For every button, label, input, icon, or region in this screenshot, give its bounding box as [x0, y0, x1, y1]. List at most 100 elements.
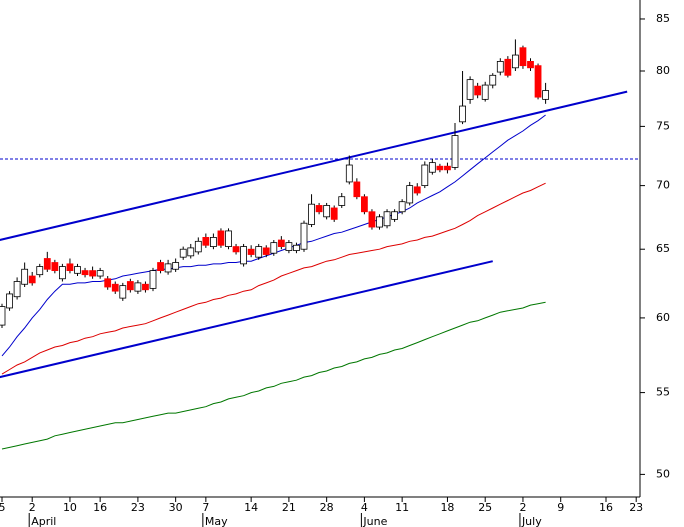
trend-line	[0, 90, 628, 241]
candle-body	[527, 61, 534, 69]
candle-body	[0, 306, 6, 326]
moving-average	[1, 182, 546, 375]
x-tick-label: 2	[29, 501, 36, 514]
candle-body	[240, 246, 248, 265]
x-tick-label: 30	[169, 501, 183, 514]
candle-body	[51, 262, 59, 272]
y-tick-label: 60	[656, 311, 670, 324]
candle-body	[270, 242, 278, 254]
candle-body	[28, 275, 36, 284]
x-tick-label: 2	[519, 501, 526, 514]
x-tick-label: 23	[629, 501, 643, 514]
candle-body	[126, 281, 134, 291]
candle-body	[59, 266, 66, 280]
candle-body	[225, 230, 232, 247]
candle-body	[217, 230, 225, 246]
candle-body	[74, 266, 81, 274]
x-tick-label: 4	[361, 501, 368, 514]
candle-body	[512, 54, 519, 69]
candle-body	[247, 248, 255, 255]
candle-body	[489, 74, 497, 86]
candle-body	[413, 186, 421, 194]
candle-body	[421, 164, 429, 187]
candle-body	[179, 248, 187, 258]
moving-average	[1, 114, 546, 357]
candle-body	[504, 58, 512, 76]
y-tick-label: 55	[656, 386, 670, 399]
candle-body	[444, 165, 451, 171]
candle-body	[360, 196, 368, 213]
candle-body	[13, 281, 21, 298]
candle-body	[43, 258, 51, 270]
x-tick-label: 21	[282, 501, 296, 514]
plot	[0, 39, 640, 450]
candle-body	[534, 65, 542, 98]
candle-body	[96, 270, 104, 277]
y-tick-label: 70	[656, 179, 670, 192]
candle-body	[376, 216, 383, 228]
candle-body	[315, 205, 323, 213]
x-tick-label: 7	[202, 501, 209, 514]
x-tick-label: 10	[63, 501, 77, 514]
trend-line	[0, 260, 493, 379]
candle-body	[300, 222, 308, 250]
x-tick-label: 14	[244, 501, 258, 514]
candle-body	[474, 85, 482, 96]
candle-body	[142, 283, 149, 291]
month-label: June	[362, 515, 387, 527]
candle-body	[368, 211, 376, 228]
candle-body	[21, 268, 29, 285]
month-label: April	[31, 515, 56, 527]
candle-body	[481, 84, 489, 100]
candle-body	[345, 164, 353, 183]
candle-body	[308, 203, 315, 225]
candle-body	[428, 162, 436, 173]
candle-body	[134, 282, 142, 292]
x-tick-label: 9	[557, 501, 564, 514]
x-tick-label: 11	[395, 501, 409, 514]
x-tick-label: 28	[320, 501, 334, 514]
x-tick-label: 16	[599, 501, 613, 514]
candle-body	[353, 181, 361, 198]
candle-body	[466, 79, 474, 100]
candle-body	[436, 165, 444, 171]
candle-body	[164, 263, 172, 273]
candle-body	[172, 262, 180, 270]
candle-body	[66, 263, 74, 272]
x-tick-label: 25	[478, 501, 492, 514]
candle-body	[496, 61, 504, 73]
candle-body	[194, 240, 202, 253]
candle-body	[119, 285, 127, 299]
candle-body	[187, 247, 195, 257]
candle-body	[262, 247, 270, 255]
candle-body	[232, 246, 240, 253]
candle-body	[149, 270, 157, 289]
candle-body	[111, 283, 119, 292]
candle-body	[406, 185, 414, 204]
candle-body	[398, 201, 406, 213]
candle-body	[391, 211, 399, 220]
month-label: May	[205, 515, 228, 527]
candle-body	[6, 293, 13, 309]
candle-body	[81, 270, 89, 276]
candle-body	[451, 135, 459, 168]
candle-body	[542, 90, 549, 100]
candle-body	[383, 211, 391, 227]
month-label: July	[521, 515, 542, 527]
x-tick-label: 18	[440, 501, 454, 514]
moving-average	[1, 301, 546, 450]
candle-body	[36, 266, 44, 276]
candle-body	[209, 237, 217, 247]
candle-body	[338, 196, 346, 206]
candle-body	[157, 262, 164, 272]
y-tick-label: 80	[656, 64, 670, 77]
candle-body	[255, 246, 263, 258]
y-tick-label: 65	[656, 242, 670, 255]
candle-body	[104, 278, 112, 288]
y-tick-label: 75	[656, 119, 670, 132]
candle-body	[293, 244, 300, 251]
y-tick-label: 50	[656, 467, 670, 480]
x-tick-label: 5	[0, 501, 6, 514]
